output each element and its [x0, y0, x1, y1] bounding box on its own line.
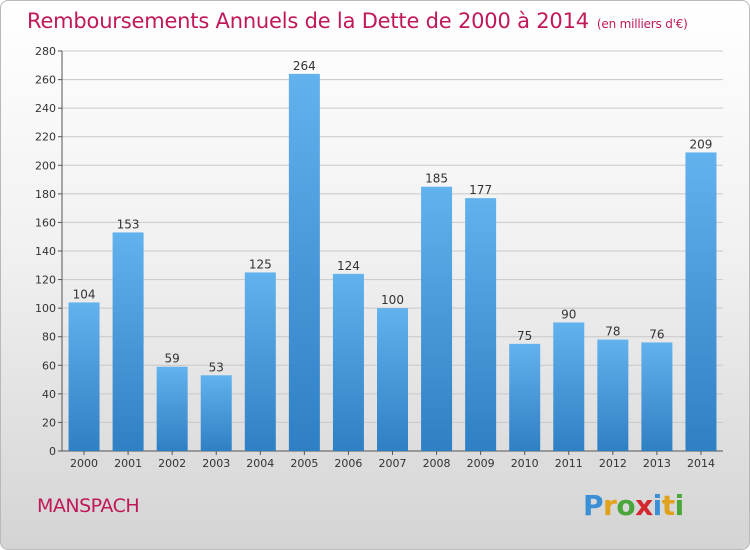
bar	[332, 273, 364, 451]
x-tick-label: 2002	[158, 457, 186, 470]
x-tick-label: 2011	[555, 457, 583, 470]
bar-value-label: 53	[209, 360, 224, 374]
y-tick-label: 60	[42, 359, 56, 372]
bar	[465, 198, 497, 451]
y-tick-label: 20	[42, 416, 56, 429]
y-tick-label: 0	[49, 445, 56, 458]
x-tick-label: 2004	[246, 457, 274, 470]
chart-subtitle: (en milliers d'€)	[596, 17, 688, 31]
bar	[156, 366, 188, 451]
y-tick-label: 100	[35, 302, 56, 315]
axes: 0 20 40 60 80 100 120 140 160 180 200 220 240 260 280 2…	[35, 45, 723, 470]
bar	[641, 342, 673, 451]
chart-title: Remboursements Annuels de la Dette de 20…	[27, 9, 688, 33]
y-tick-label: 200	[35, 159, 56, 172]
x-tick-label: 2014	[687, 457, 715, 470]
x-tick-label: 2008	[423, 457, 451, 470]
data-labels: 104 153 59 53 125 264 124 100 185 177 75 90 78 76 209	[73, 59, 713, 374]
chart-title-text: Remboursements Annuels de la Dette de 20…	[27, 9, 589, 33]
bar	[244, 272, 276, 451]
y-tick-label: 240	[35, 102, 56, 115]
y-tick-label: 140	[35, 245, 56, 258]
bar-value-label: 125	[249, 257, 272, 271]
y-tick-label: 160	[35, 216, 56, 229]
bar-value-label: 104	[73, 287, 96, 301]
y-tick-label: 120	[35, 274, 56, 287]
x-tick-label: 2010	[511, 457, 539, 470]
bar-value-label: 264	[293, 59, 316, 73]
bar-value-label: 185	[425, 172, 448, 186]
x-tick-label: 2007	[379, 457, 407, 470]
y-tick-label: 280	[35, 45, 56, 58]
x-tick-label: 2013	[643, 457, 671, 470]
bar-value-label: 59	[165, 352, 180, 366]
x-tick-label: 2001	[114, 457, 142, 470]
x-tick-label: 2003	[202, 457, 230, 470]
bar	[509, 343, 541, 451]
bar	[200, 375, 232, 451]
bars	[68, 73, 717, 451]
bar-value-label: 177	[469, 183, 492, 197]
x-tick-label: 2006	[334, 457, 362, 470]
bar-value-label: 78	[605, 325, 620, 339]
bar-value-label: 90	[561, 307, 576, 321]
x-tick-label: 2009	[467, 457, 495, 470]
bar	[112, 232, 144, 451]
bar-value-label: 124	[337, 259, 360, 273]
y-tick-label: 260	[35, 74, 56, 87]
y-tick-label: 180	[35, 188, 56, 201]
y-tick-label: 80	[42, 331, 56, 344]
x-tick-label: 2005	[290, 457, 318, 470]
bar-value-label: 153	[117, 217, 140, 231]
bar-value-label: 76	[649, 327, 664, 341]
bar	[597, 339, 629, 451]
x-tick-label: 2012	[599, 457, 627, 470]
bar-value-label: 100	[381, 293, 404, 307]
x-tick-label: 2000	[70, 457, 98, 470]
bar-value-label: 209	[690, 137, 713, 151]
bar	[553, 322, 585, 451]
bar	[377, 308, 408, 451]
bar	[288, 73, 320, 451]
y-tick-label: 220	[35, 131, 56, 144]
bar	[685, 152, 717, 451]
y-tick-label: 40	[42, 388, 56, 401]
bar	[421, 186, 453, 451]
bar	[68, 302, 100, 451]
proxiti-logo: Proxiti	[583, 489, 684, 522]
town-name: MANSPACH	[37, 495, 140, 517]
bar-value-label: 75	[517, 329, 532, 343]
